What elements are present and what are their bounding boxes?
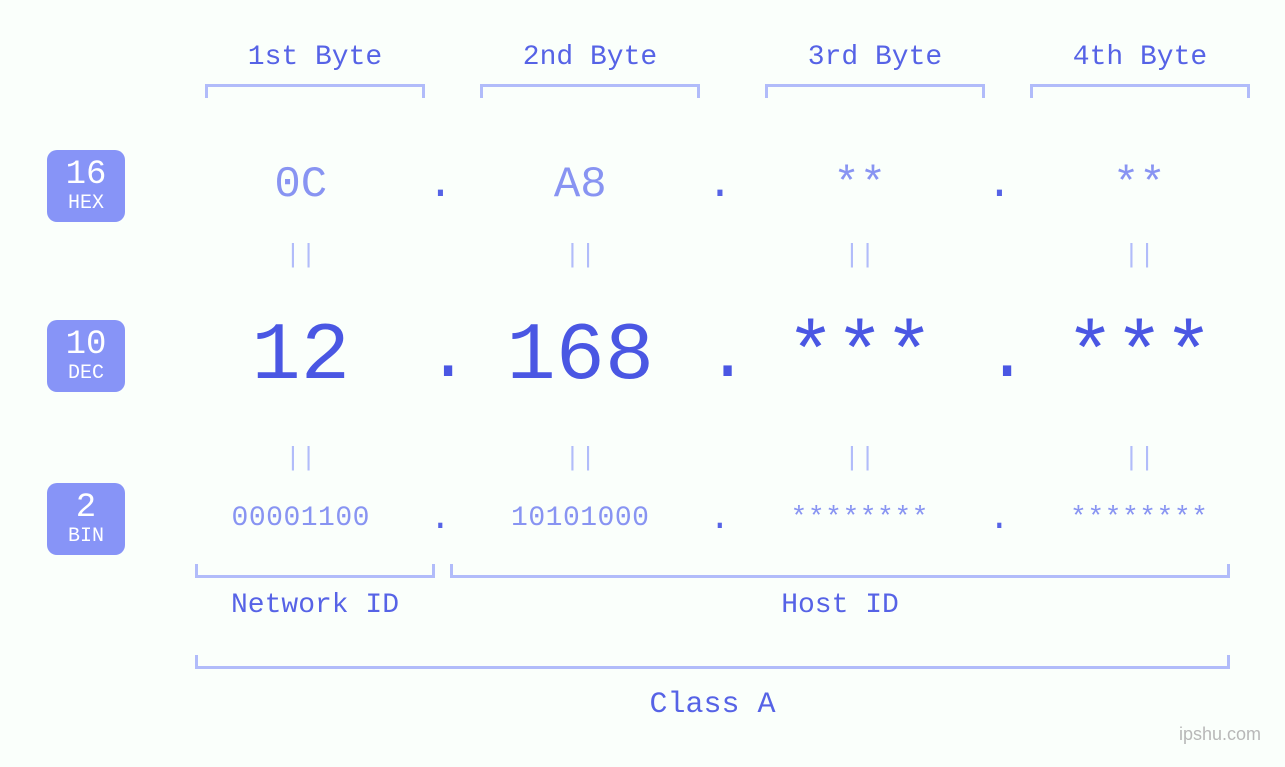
network-id-label: Network ID bbox=[195, 590, 435, 621]
byte-header-2: 2nd Byte bbox=[480, 42, 700, 73]
host-bracket bbox=[450, 564, 1230, 578]
hex-byte-4: ** bbox=[1014, 160, 1266, 210]
bin-row: 00001100 . 10101000 . ******** . *******… bbox=[175, 498, 1265, 539]
dot-separator: . bbox=[986, 498, 1014, 539]
equals-connector: || bbox=[734, 240, 986, 270]
network-bracket bbox=[195, 564, 435, 578]
dot-separator: . bbox=[986, 316, 1014, 398]
host-id-label: Host ID bbox=[450, 590, 1230, 621]
hex-byte-2: A8 bbox=[455, 160, 707, 210]
bin-badge: 2 BIN bbox=[47, 483, 125, 555]
dot-separator: . bbox=[706, 160, 734, 210]
dot-separator: . bbox=[706, 316, 734, 398]
top-bracket-2 bbox=[480, 84, 700, 98]
dec-byte-1: 12 bbox=[175, 310, 427, 403]
equals-connector: || bbox=[1014, 443, 1266, 473]
class-bracket bbox=[195, 655, 1230, 669]
byte-header-1: 1st Byte bbox=[205, 42, 425, 73]
top-bracket-1 bbox=[205, 84, 425, 98]
bin-byte-3: ******** bbox=[734, 503, 986, 534]
class-label: Class A bbox=[195, 688, 1230, 722]
equals-connector: || bbox=[175, 443, 427, 473]
bin-badge-num: 2 bbox=[76, 491, 96, 525]
hex-badge-num: 16 bbox=[66, 158, 107, 192]
hex-byte-3: ** bbox=[734, 160, 986, 210]
hex-badge-abbr: HEX bbox=[68, 194, 104, 214]
dec-byte-4: *** bbox=[1014, 310, 1266, 403]
bin-byte-4: ******** bbox=[1014, 503, 1266, 534]
bin-byte-2: 10101000 bbox=[455, 503, 707, 534]
dot-separator: . bbox=[427, 316, 455, 398]
hex-row: 0C . A8 . ** . ** bbox=[175, 160, 1265, 210]
bin-badge-abbr: BIN bbox=[68, 527, 104, 547]
equals-row-2: || . || . || . || bbox=[175, 443, 1265, 473]
hex-badge: 16 HEX bbox=[47, 150, 125, 222]
dec-byte-3: *** bbox=[734, 310, 986, 403]
equals-connector: || bbox=[734, 443, 986, 473]
equals-connector: || bbox=[1014, 240, 1266, 270]
equals-connector: || bbox=[455, 443, 707, 473]
dec-badge-abbr: DEC bbox=[68, 364, 104, 384]
dec-badge-num: 10 bbox=[66, 328, 107, 362]
dot-separator: . bbox=[706, 498, 734, 539]
equals-row-1: || . || . || . || bbox=[175, 240, 1265, 270]
dec-byte-2: 168 bbox=[455, 310, 707, 403]
equals-connector: || bbox=[455, 240, 707, 270]
dot-separator: . bbox=[427, 160, 455, 210]
byte-header-4: 4th Byte bbox=[1030, 42, 1250, 73]
hex-byte-1: 0C bbox=[175, 160, 427, 210]
top-bracket-4 bbox=[1030, 84, 1250, 98]
byte-header-3: 3rd Byte bbox=[765, 42, 985, 73]
dec-badge: 10 DEC bbox=[47, 320, 125, 392]
equals-connector: || bbox=[175, 240, 427, 270]
ip-diagram: 1st Byte 2nd Byte 3rd Byte 4th Byte 16 H… bbox=[0, 0, 1285, 767]
dot-separator: . bbox=[986, 160, 1014, 210]
dot-separator: . bbox=[427, 498, 455, 539]
bin-byte-1: 00001100 bbox=[175, 503, 427, 534]
watermark: ipshu.com bbox=[1179, 724, 1261, 745]
dec-row: 12 . 168 . *** . *** bbox=[175, 310, 1265, 403]
top-bracket-3 bbox=[765, 84, 985, 98]
